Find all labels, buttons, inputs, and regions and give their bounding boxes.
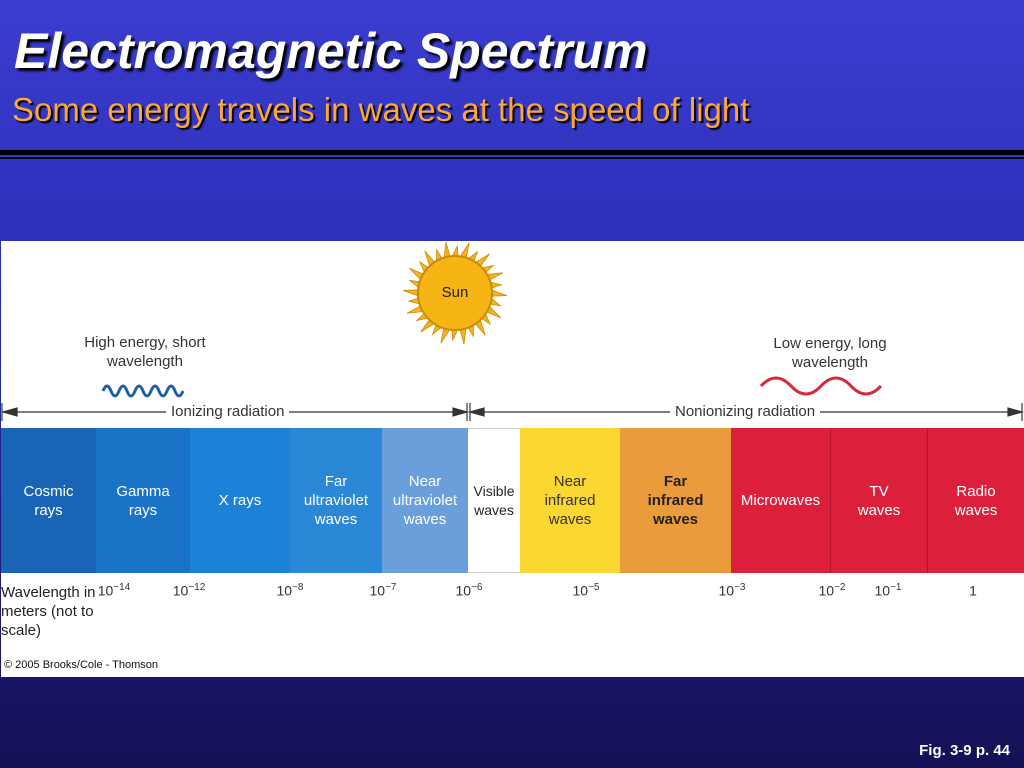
wavelength-tick: 10−8 bbox=[276, 582, 304, 599]
band-far-infrared: Far infrared waves bbox=[620, 428, 731, 573]
copyright-notice: © 2005 Brooks/Cole - Thomson bbox=[4, 659, 159, 671]
band-label: Near infrared waves bbox=[544, 473, 596, 528]
band-radio-waves: Radio waves bbox=[928, 428, 1024, 573]
band-label: X rays bbox=[218, 492, 262, 509]
low-energy-label: Low energy, long wavelength bbox=[773, 335, 887, 371]
sun-label: Sun bbox=[441, 284, 469, 301]
band-near-infrared: Near infrared waves bbox=[520, 428, 620, 573]
wavelength-tick: 10−14 bbox=[97, 582, 131, 599]
band-label: Cosmic rays bbox=[23, 482, 74, 519]
wavelength-tick: 1 bbox=[969, 582, 977, 599]
wavelength-axis-label: Wavelength in meters (not to scale) bbox=[1, 584, 96, 639]
slide-subtitle: Some energy travels in waves at the spee… bbox=[12, 91, 750, 128]
band-label: Visible waves bbox=[473, 482, 515, 518]
sun-icon bbox=[402, 241, 508, 345]
wavelength-tick: 10−2 bbox=[818, 582, 846, 599]
band-near-ultraviolet: Near ultraviolet waves bbox=[382, 428, 468, 573]
slide-title: Electromagnetic Spectrum bbox=[14, 23, 648, 79]
band-microwaves: Microwaves bbox=[731, 428, 831, 573]
band-gamma-rays: Gamma rays bbox=[96, 428, 190, 573]
nonionizing-label: Nonionizing radiation bbox=[670, 403, 821, 420]
band-x-rays: X rays bbox=[190, 428, 290, 573]
band-cosmic-rays: Cosmic rays bbox=[1, 428, 96, 573]
band-label: Radio waves bbox=[954, 482, 998, 519]
wavelength-tick: 10−1 bbox=[874, 582, 902, 599]
band-label: TV waves bbox=[857, 482, 901, 519]
wavelength-tick: 10−7 bbox=[369, 582, 397, 599]
band-tv-waves: TV waves bbox=[831, 428, 928, 573]
title-divider bbox=[0, 150, 1024, 155]
long-wave-icon bbox=[759, 376, 883, 396]
band-label: Far ultraviolet waves bbox=[303, 473, 369, 528]
figure-reference: Fig. 3-9 p. 44 bbox=[919, 742, 1010, 759]
band-label: Near ultraviolet waves bbox=[392, 473, 458, 528]
band-label: Microwaves bbox=[740, 492, 821, 509]
high-energy-label: High energy, short wavelength bbox=[84, 334, 206, 370]
ionizing-label: Ionizing radiation bbox=[166, 403, 290, 420]
band-far-ultraviolet: Far ultraviolet waves bbox=[290, 428, 382, 573]
band-label: Far infrared waves bbox=[647, 473, 704, 528]
title-divider-thin bbox=[0, 157, 1024, 159]
short-wave-icon bbox=[101, 384, 185, 398]
band-label: Gamma rays bbox=[116, 482, 170, 519]
wavelength-tick: 10−3 bbox=[718, 582, 746, 599]
wavelength-tick: 10−5 bbox=[572, 582, 600, 599]
band-visible: Visible waves bbox=[468, 428, 520, 573]
wavelength-tick: 10−6 bbox=[455, 582, 483, 599]
wavelength-tick: 10−12 bbox=[172, 582, 206, 599]
